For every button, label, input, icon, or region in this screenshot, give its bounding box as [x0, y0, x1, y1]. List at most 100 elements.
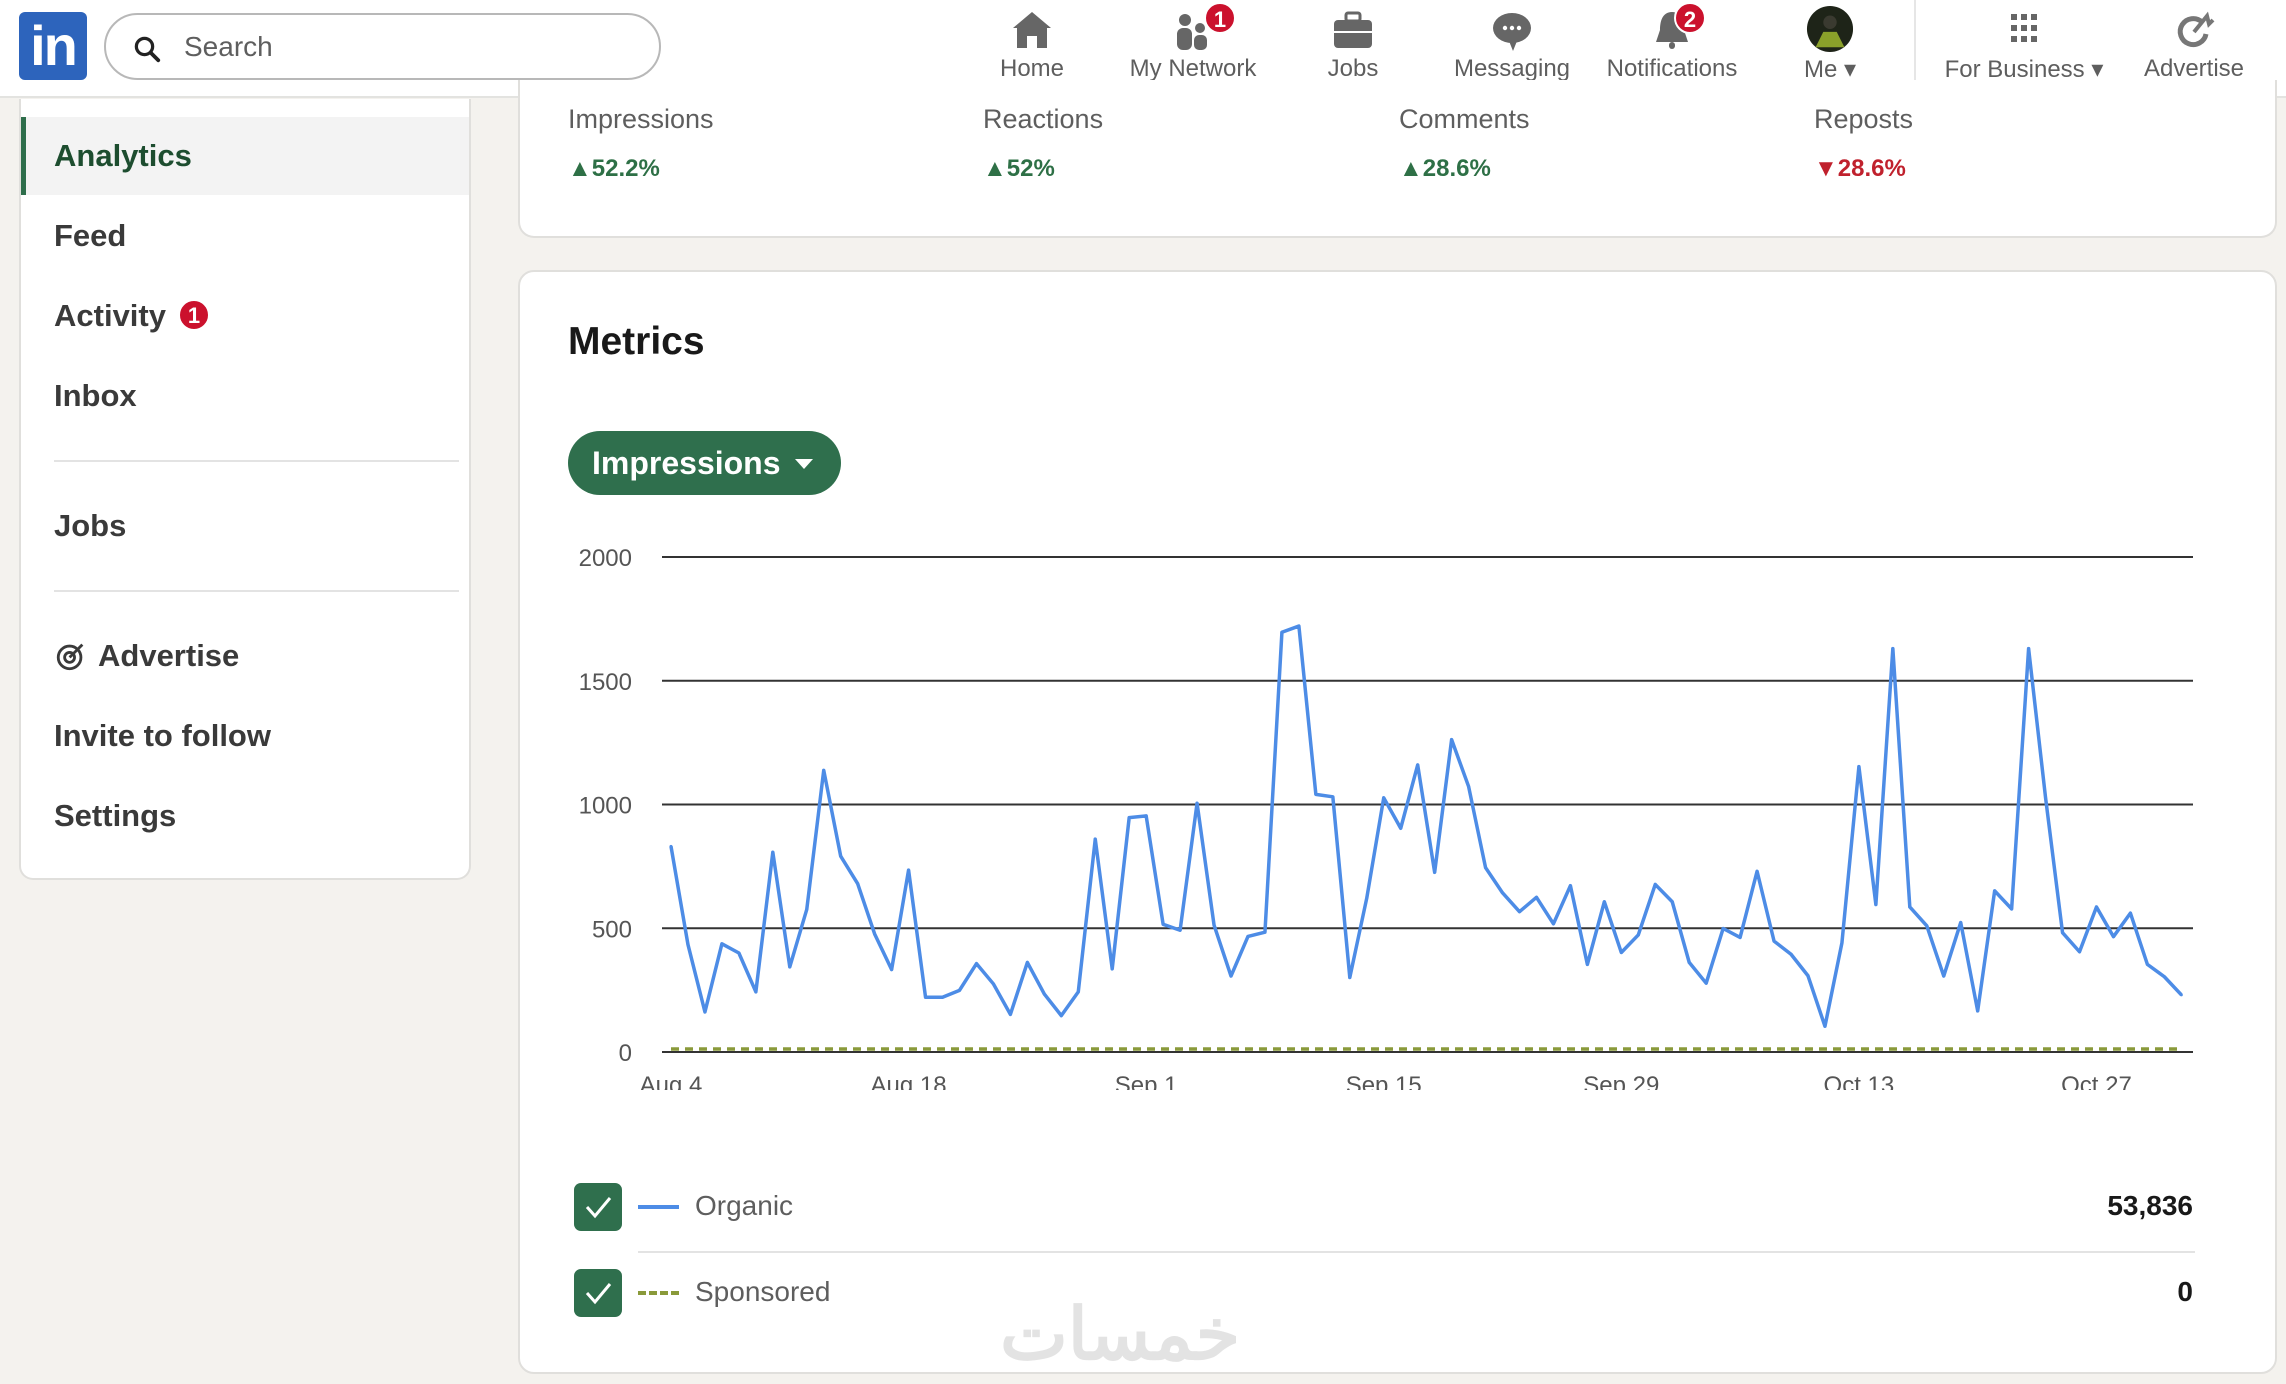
organic-data-point [754, 990, 758, 994]
organic-data-point [1518, 910, 1521, 914]
stat-value: 28.6% [1422, 155, 1491, 182]
organic-data-point [1534, 895, 1538, 899]
arrow-up-icon: ▲ [983, 155, 1007, 182]
stat-reposts: Reposts ▼28.6% [1814, 104, 1913, 183]
organic-data-point [1331, 795, 1335, 799]
stat-label: Impressions [568, 104, 714, 134]
organic-data-point [1025, 960, 1029, 964]
me-label: Me [1803, 56, 1838, 83]
sponsored-total: 0 [2177, 1276, 2193, 1307]
y-tick-label: 2000 [579, 545, 632, 572]
advertise-icon [2177, 11, 2215, 48]
organic-data-point [1110, 967, 1114, 971]
chat-icon [1493, 13, 1531, 51]
x-tick-label: Sep 29 [1583, 1072, 1659, 1090]
activity-badge: 1 [177, 298, 210, 331]
y-tick-label: 1500 [579, 669, 632, 696]
organic-data-point [1246, 934, 1250, 938]
stat-change: ▲52.2% [568, 155, 714, 183]
nav-label: For Business ▾ [1929, 55, 2119, 84]
briefcase-icon [1334, 11, 1372, 48]
nav-label: Home [999, 55, 1065, 82]
organic-data-point [1280, 630, 1284, 634]
nav-label: My Network [1129, 55, 1257, 82]
sponsored-checkbox[interactable] [574, 1269, 622, 1317]
nav-label: Notifications [1606, 55, 1738, 82]
stat-value: 28.6% [1837, 155, 1906, 182]
organic-data-point [957, 988, 961, 992]
organic-data-point [907, 868, 911, 872]
organic-data-point [2162, 975, 2166, 979]
impressions-chart: 0 500 1000 1500 2000 Aug 4 Aug 18 Sep 1 Sep 15 Se… [579, 545, 2193, 1090]
nav-notifications[interactable]: 2 Notifications [1597, 0, 1747, 96]
metric-dropdown[interactable]: Impressions [568, 431, 841, 495]
nav-me[interactable]: Me ▾ [1755, 0, 1905, 96]
sidebar-item-advertise[interactable]: Advertise [21, 617, 469, 695]
organic-data-point [737, 951, 741, 955]
nav-divider [1914, 0, 1916, 96]
stat-label: Reposts [1814, 104, 1914, 134]
organic-data-point [1636, 933, 1640, 937]
organic-data-point [1585, 962, 1589, 966]
stats-card: Impressions ▲52.2% Reactions ▲52% Commen… [518, 80, 2277, 238]
metrics-card: Metrics Impressions 0 500 1000 1500 2000 Aug … [518, 270, 2277, 1375]
organic-data-point [1008, 1012, 1012, 1016]
organic-data-point [1297, 624, 1301, 628]
y-tick-label: 1000 [579, 793, 632, 820]
x-tick-label: Sep 1 [1115, 1072, 1178, 1090]
home-icon [1013, 12, 1051, 48]
organic-data-point [1433, 870, 1437, 874]
organic-data-point [2111, 935, 2115, 939]
sidebar-item-inbox[interactable]: Inbox [54, 378, 137, 413]
x-tick-label: Sep 15 [1346, 1072, 1422, 1090]
organic-data-point [2044, 796, 2048, 800]
sidebar-item-activity[interactable]: Activity 1 [21, 277, 469, 355]
nav-advertise[interactable]: Advertise [2119, 0, 2269, 96]
sidebar-item-invite-to-follow[interactable]: Invite to follow [54, 718, 271, 753]
sidebar-item-settings[interactable]: Settings [54, 798, 177, 833]
nav-home[interactable]: Home [957, 0, 1107, 96]
nav-for-business[interactable]: For Business ▾ [1929, 0, 2119, 96]
organic-data-point [669, 844, 673, 848]
people-icon [1177, 14, 1207, 50]
organic-data-point [1042, 992, 1046, 996]
nav-my-network[interactable]: 1 My Network [1118, 0, 1268, 96]
organic-legend-line [638, 1205, 679, 1209]
organic-data-point [1670, 900, 1674, 904]
stat-change: ▲28.6% [1399, 155, 1530, 183]
nav-label: Messaging [1453, 55, 1571, 82]
organic-data-point [1942, 974, 1946, 978]
organic-data-point [1212, 923, 1216, 927]
sidebar-item-feed[interactable]: Feed [54, 218, 127, 253]
organic-data-point [1891, 647, 1895, 651]
organic-data-point [1823, 1024, 1827, 1028]
search-box[interactable] [104, 13, 661, 80]
sidebar-item-jobs[interactable]: Jobs [54, 508, 127, 543]
organic-data-point [1857, 765, 1861, 769]
nav-jobs[interactable]: Jobs [1278, 0, 1428, 96]
stat-change: ▲52% [983, 155, 1103, 183]
organic-data-point [822, 768, 826, 772]
sidebar-item-label: Activity [54, 298, 166, 333]
organic-checkbox[interactable] [574, 1183, 622, 1231]
organic-data-point [1178, 928, 1182, 932]
organic-data-point [991, 982, 995, 986]
watermark: خمسات [1000, 1295, 1241, 1375]
organic-data-point [1399, 826, 1403, 830]
organic-data-point [839, 854, 843, 858]
nav-messaging[interactable]: Messaging [1437, 0, 1587, 96]
organic-data-point [974, 962, 978, 966]
sidebar-divider [54, 460, 459, 462]
nav-label: Me ▾ [1755, 55, 1905, 84]
sponsored-legend-line [638, 1291, 679, 1295]
organic-data-point [1925, 924, 1929, 928]
organic-data-point [2094, 905, 2098, 909]
organic-data-point [1467, 784, 1471, 788]
search-input[interactable] [184, 27, 624, 67]
organic-data-point [1687, 960, 1691, 964]
linkedin-logo[interactable]: in [19, 12, 87, 80]
organic-data-point [2078, 950, 2082, 954]
organic-data-point [1382, 796, 1386, 800]
stat-reactions: Reactions ▲52% [983, 104, 1103, 183]
sidebar-item-analytics[interactable]: Analytics [21, 117, 469, 195]
